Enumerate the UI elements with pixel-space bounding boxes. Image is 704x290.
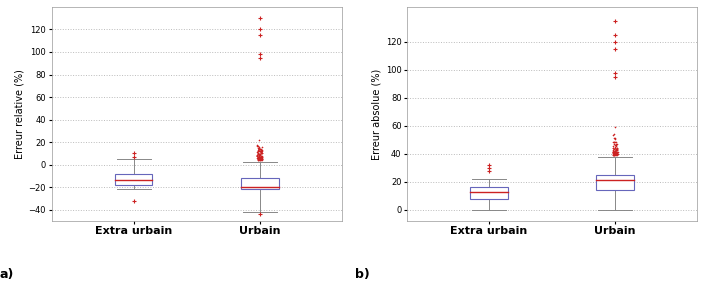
- Y-axis label: Erreur relative (%): Erreur relative (%): [14, 69, 25, 159]
- Y-axis label: Erreur absolue (%): Erreur absolue (%): [372, 68, 382, 160]
- Bar: [115, 174, 153, 185]
- Bar: [596, 175, 634, 190]
- Bar: [470, 187, 508, 199]
- Text: b): b): [355, 268, 370, 281]
- Bar: [241, 178, 279, 189]
- Text: a): a): [0, 268, 14, 281]
